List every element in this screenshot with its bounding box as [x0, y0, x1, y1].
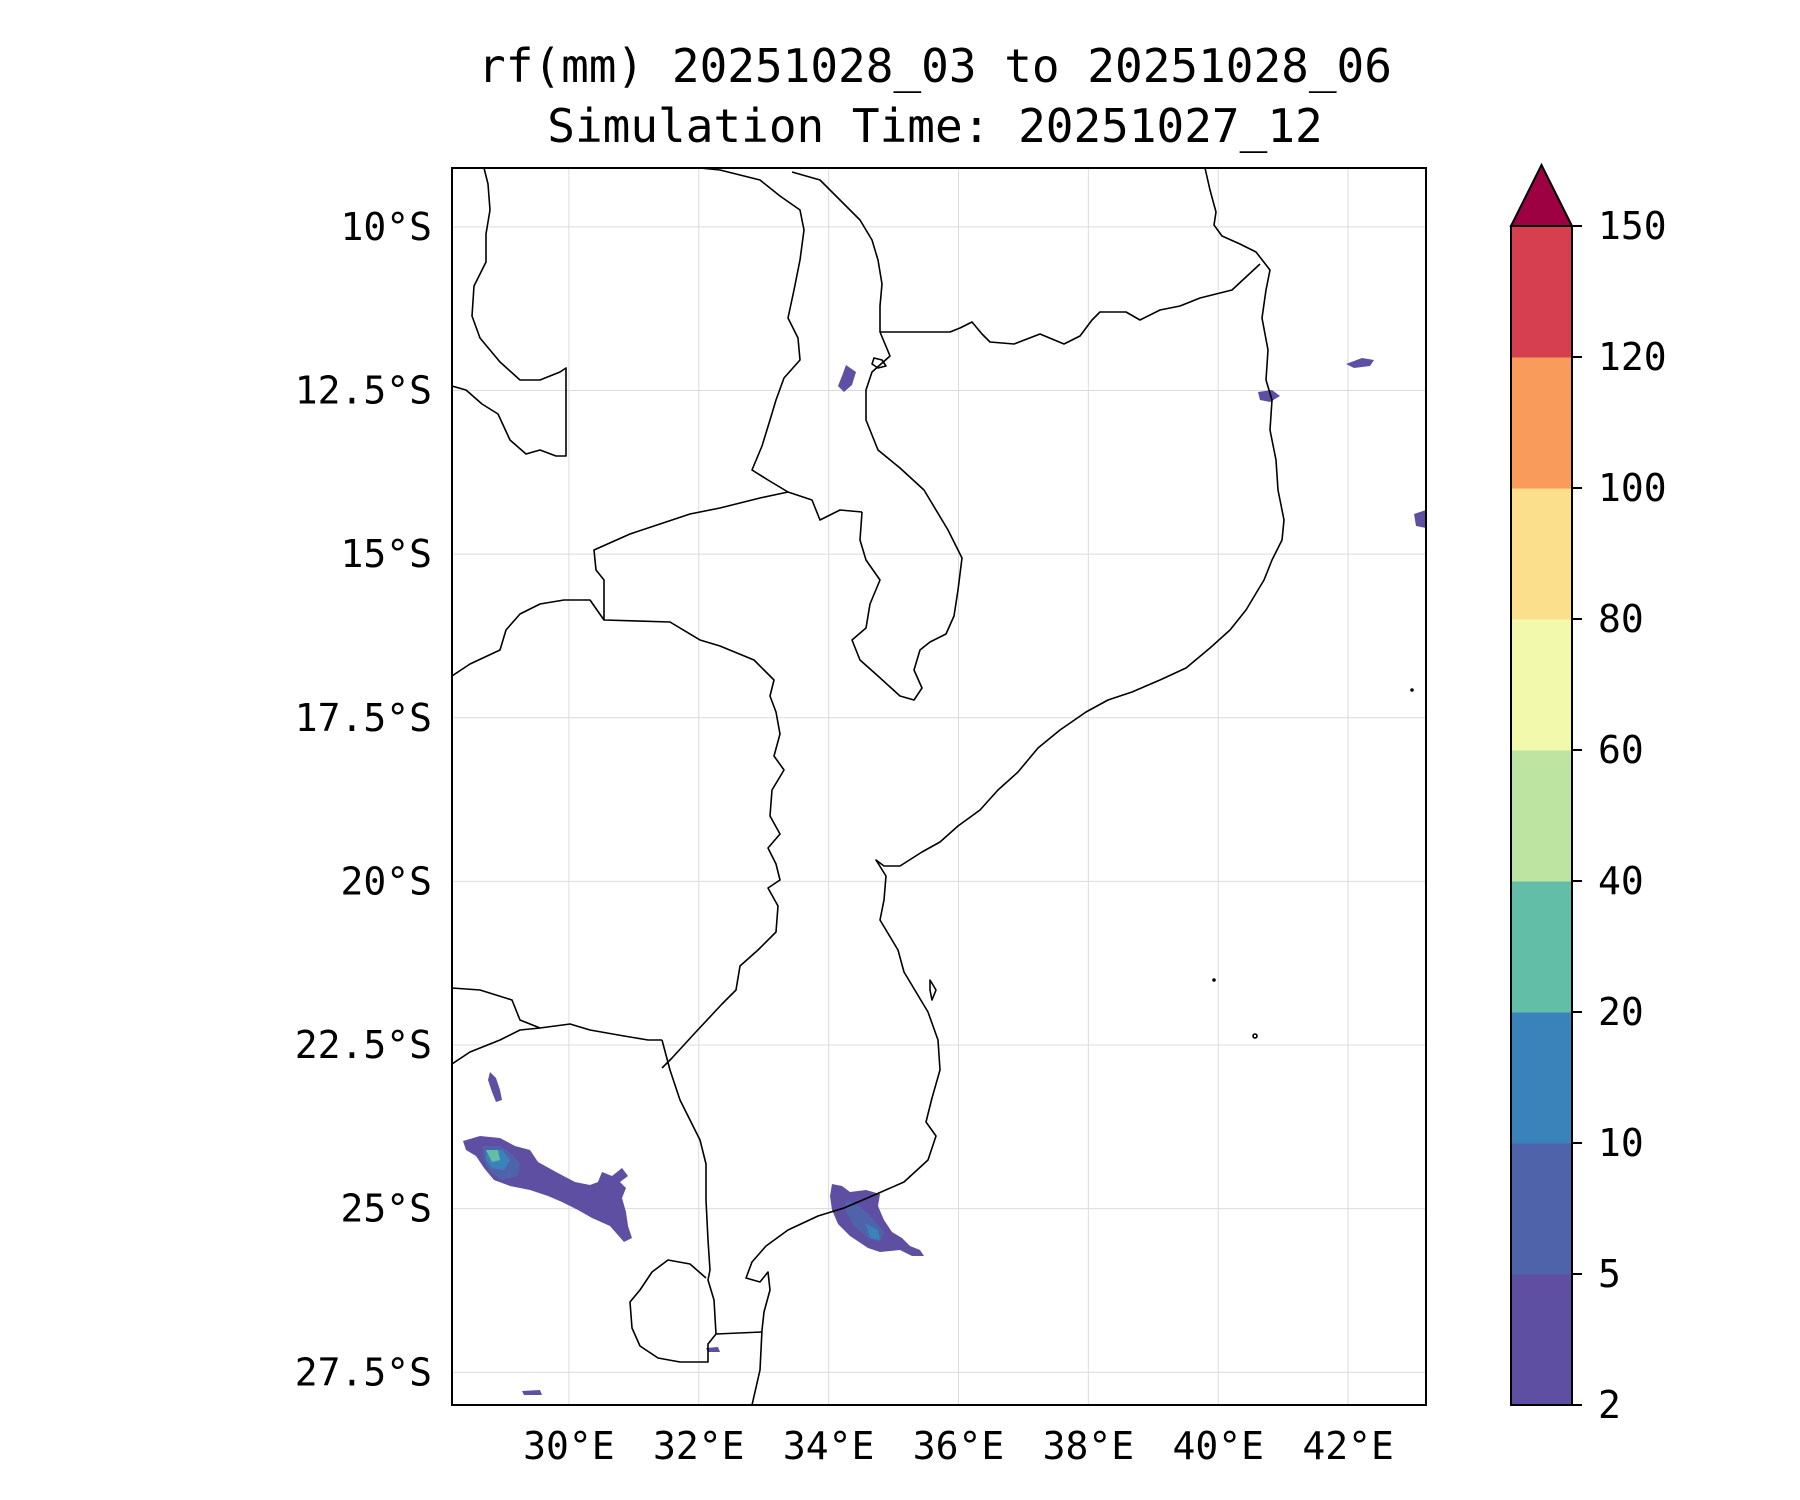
lon-tick-label: 32°E — [653, 1424, 745, 1468]
lat-tick-label: 15°S — [340, 532, 432, 576]
lat-tick-label: 25°S — [340, 1187, 432, 1231]
colorbar: 2 5 10 20 40 60 80 100 120 150 — [1509, 162, 1667, 1427]
lat-tick-label: 27.5°S — [295, 1350, 432, 1394]
colorbar-segment — [1511, 881, 1572, 1013]
border-malawi-north — [880, 263, 1261, 345]
island-glorioso — [1410, 688, 1414, 692]
rain-cell-limpopo-small — [488, 1072, 502, 1102]
lake-malawi — [851, 331, 963, 701]
colorbar-tick-label: 10 — [1598, 1121, 1644, 1165]
colorbar-segment — [1511, 1012, 1572, 1144]
lat-tick-label: 22.5°S — [295, 1023, 432, 1067]
colorbar-segment — [1511, 619, 1572, 751]
border-zimbabwe — [452, 599, 605, 677]
coastline — [745, 168, 1285, 1405]
colorbar-tick-label: 120 — [1598, 335, 1667, 379]
colorbar-segment — [1511, 1274, 1572, 1406]
border-sa-moz — [661, 1039, 763, 1335]
lon-tick-label: 38°E — [1043, 1424, 1135, 1468]
lat-tick-label: 20°S — [340, 859, 432, 903]
border-zambia-malawi — [593, 491, 789, 1069]
lon-tick-label: 42°E — [1302, 1424, 1394, 1468]
map-frame — [451, 167, 1427, 1406]
lat-tick-label: 12.5°S — [295, 369, 432, 413]
colorbar-tick-label: 2 — [1598, 1383, 1621, 1427]
colorbar-frame — [1510, 225, 1573, 1406]
rain-cell-lake-malawi — [838, 365, 856, 392]
colorbar-tick-label: 150 — [1598, 204, 1667, 248]
rain-cell-south-edge — [522, 1390, 542, 1395]
colorbar-extend-arrow — [1509, 162, 1574, 227]
rain-cell-swazi — [706, 1347, 720, 1352]
colorbar-segment — [1511, 357, 1572, 489]
boundaries — [452, 168, 1414, 1405]
lon-tick-label: 36°E — [913, 1424, 1005, 1468]
lat-tick-label: 10°S — [340, 205, 432, 249]
island-bassas — [1212, 978, 1216, 982]
island-europa — [1252, 1033, 1258, 1039]
rainfall-contours — [463, 358, 1426, 1395]
border-malawi-moz-north — [791, 171, 883, 332]
border-botswana-sa — [452, 1027, 541, 1065]
rain-cell-gaza-10 — [866, 1224, 880, 1240]
colorbar-tick-label: 100 — [1598, 466, 1667, 510]
border-drc — [452, 168, 567, 457]
axis-ticks: 30°E 32°E 34°E 36°E 38°E 40°E 42°E 10°S 12.5°S 15… — [295, 205, 1394, 1468]
lon-tick-label: 30°E — [523, 1424, 615, 1468]
lon-tick-label: 40°E — [1172, 1424, 1264, 1468]
map-subtitle: Simulation Time: 20251027_12 — [547, 99, 1323, 153]
colorbar-tick-label: 5 — [1598, 1252, 1621, 1296]
colorbar-segment — [1511, 488, 1572, 620]
lon-tick-label: 34°E — [783, 1424, 875, 1468]
eswatini — [629, 1259, 717, 1363]
colorbar-segment — [1511, 226, 1572, 358]
island-bazaruto — [929, 979, 937, 1001]
rain-cell-east-edge — [1414, 510, 1426, 528]
island-comoros — [871, 357, 887, 369]
border-zambia-tanzania — [699, 168, 863, 521]
graticule — [452, 168, 1426, 1405]
rain-cell-comoros — [1346, 358, 1374, 368]
map-title: rf(mm) 20251028_03 to 20251028_06 — [478, 39, 1392, 93]
colorbar-segment — [1511, 1143, 1572, 1275]
rain-cell-cabo-delgado — [1258, 390, 1280, 402]
colorbar-tick-label: 20 — [1598, 990, 1644, 1034]
colorbar-tick-label: 80 — [1598, 597, 1644, 641]
colorbar-tick-label: 40 — [1598, 859, 1644, 903]
rain-cell-limpopo-20 — [486, 1150, 500, 1162]
border-zimbabwe-south — [452, 987, 662, 1041]
rain-cell-gaza — [830, 1184, 924, 1256]
colorbar-segment — [1511, 750, 1572, 882]
colorbar-tick-label: 60 — [1598, 728, 1644, 772]
lat-tick-label: 17.5°S — [295, 696, 432, 740]
